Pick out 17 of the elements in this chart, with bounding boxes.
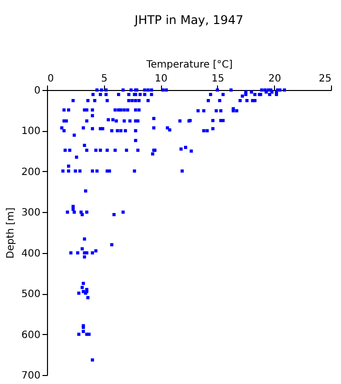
x-tick-label: 20 [268,74,282,84]
y-tick-label: 200 [21,166,40,178]
x-axis-title: Temperature [°C] [145,60,233,70]
y-tick-label: 400 [21,248,40,260]
y-tick-label: 600 [21,330,40,341]
x-tick-label: 10 [154,74,168,84]
x-tick-label: 5 [101,74,108,84]
x-tick-label: 25 [318,74,332,84]
y-tick-label: 100 [21,126,40,138]
y-tick-label: 0 [34,86,40,96]
y-tick-label: 500 [21,289,40,300]
y-tick-label: 300 [21,208,40,219]
x-tick-label: 0 [48,74,54,84]
chart-title: JHTP in May, 1947 [134,13,244,27]
y-tick-label: 700 [21,370,40,382]
y-axis-title: Depth [m] [5,207,16,259]
x-tick-label: 15 [212,74,224,84]
